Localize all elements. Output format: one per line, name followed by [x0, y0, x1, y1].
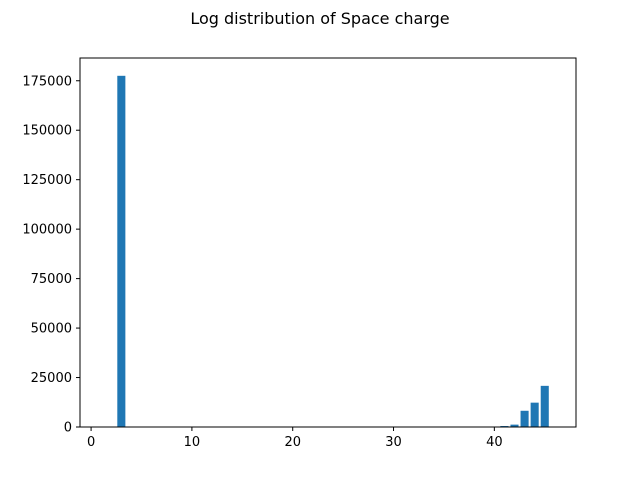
- y-tick-label: 125000: [22, 173, 72, 188]
- y-tick-label: 25000: [31, 371, 72, 386]
- x-tick-label: 10: [184, 435, 201, 450]
- y-tick-label: 150000: [22, 124, 72, 139]
- x-tick-label: 40: [486, 435, 503, 450]
- chart-title: Log distribution of Space charge: [190, 9, 449, 28]
- x-axis-ticks: 0 10 20 30 40: [87, 427, 503, 450]
- y-tick-label: 50000: [31, 322, 72, 337]
- y-axis-ticks: 0 25000 50000 75000 100000 125000 150000 175000: [22, 74, 80, 436]
- y-tick-label: 100000: [22, 223, 72, 238]
- bar-45: [540, 385, 549, 427]
- x-tick-label: 20: [284, 435, 301, 450]
- x-tick-label: 30: [385, 435, 402, 450]
- bar-3: [117, 75, 126, 427]
- bar-43: [520, 410, 529, 427]
- y-tick-label: 0: [64, 421, 72, 436]
- plot-frame: [79, 57, 577, 428]
- y-tick-label: 175000: [22, 74, 72, 89]
- bars-group: [117, 75, 549, 427]
- bar-44: [530, 402, 539, 427]
- bar-42: [510, 424, 519, 427]
- x-tick-label: 0: [87, 435, 95, 450]
- y-tick-label: 75000: [31, 272, 72, 287]
